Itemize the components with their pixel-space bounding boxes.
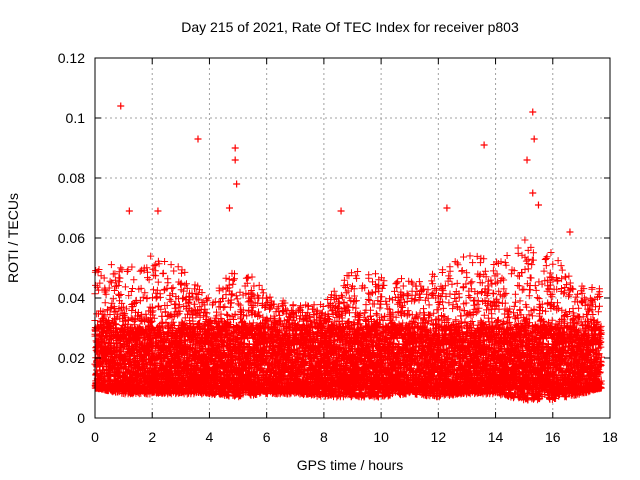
data-point [443, 204, 451, 212]
data-point [233, 180, 241, 188]
y-tick-label: 0.02 [58, 350, 85, 366]
x-tick-label: 6 [263, 429, 271, 445]
y-tick-label: 0.1 [66, 110, 86, 126]
x-tick-label: 8 [320, 429, 328, 445]
x-tick-label: 12 [431, 429, 447, 445]
y-axis-title: ROTI / TECUs [5, 193, 21, 283]
data-point [154, 207, 162, 215]
data-point [231, 144, 239, 152]
chart-title: Day 215 of 2021, Rate Of TEC Index for r… [181, 19, 519, 35]
data-point [523, 156, 531, 164]
y-axis-ticks: 0 0.02 0.04 0.06 0.08 0.1 0.12 [58, 50, 610, 426]
x-tick-label: 10 [373, 429, 389, 445]
data-point [529, 189, 537, 197]
y-tick-label: 0.12 [58, 50, 85, 66]
y-tick-label: 0.06 [58, 230, 85, 246]
data-point [530, 135, 538, 143]
x-tick-label: 0 [91, 429, 99, 445]
data-point [225, 204, 233, 212]
data-point [125, 207, 133, 215]
y-tick-label: 0 [77, 410, 85, 426]
y-tick-label: 0.08 [58, 170, 85, 186]
data-point [529, 108, 537, 116]
x-tick-label: 18 [602, 429, 618, 445]
data-point [194, 135, 202, 143]
data-point [231, 156, 239, 164]
x-axis-title: GPS time / hours [297, 457, 404, 473]
data-point [117, 102, 125, 110]
x-axis-ticks: 0 2 4 6 8 10 12 14 16 18 [91, 58, 618, 445]
x-tick-label: 4 [206, 429, 214, 445]
x-tick-label: 16 [545, 429, 561, 445]
x-tick-label: 14 [488, 429, 504, 445]
y-tick-label: 0.04 [58, 290, 85, 306]
x-tick-label: 2 [148, 429, 156, 445]
data-point [534, 201, 542, 209]
data-point [480, 141, 488, 149]
data-point [337, 207, 345, 215]
data-point [566, 228, 574, 236]
